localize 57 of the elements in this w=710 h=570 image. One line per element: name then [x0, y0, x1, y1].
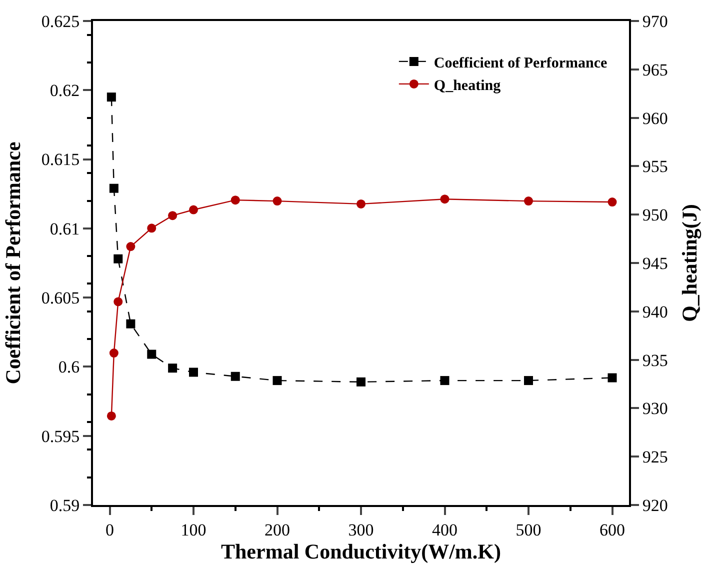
point — [230, 196, 240, 205]
y2-tick-label: 930 — [642, 399, 668, 418]
point — [189, 368, 198, 377]
y2-tick-label: 955 — [642, 157, 668, 176]
point — [272, 376, 282, 386]
point — [109, 184, 118, 193]
y-tick-label: 0.595 — [41, 426, 80, 446]
y2-tick-label: 945 — [642, 254, 668, 273]
point — [147, 224, 156, 233]
point — [106, 411, 116, 420]
y2-tick-label: 940 — [642, 302, 668, 322]
point — [114, 297, 123, 306]
point — [189, 205, 198, 214]
point — [524, 196, 533, 206]
x-tick-label: 400 — [432, 520, 458, 540]
point — [126, 242, 136, 252]
x-tick-label: 600 — [600, 520, 625, 540]
y-tick-label: 0.62 — [50, 81, 80, 100]
y-tick-label: 0.625 — [41, 12, 80, 31]
y-tick-label: 0.615 — [41, 150, 80, 170]
y2-axis-title: Q_heating(J) — [678, 204, 702, 322]
x-tick-label: 500 — [516, 520, 542, 540]
x-tick-label: 200 — [264, 520, 290, 540]
y-tick-label: 0.6 — [58, 358, 80, 377]
y-tick-label: 0.59 — [50, 496, 80, 515]
y2-tick-label: 920 — [642, 496, 668, 515]
y-tick-label: 0.61 — [50, 219, 80, 238]
point — [440, 194, 450, 204]
x-tick-label: 300 — [348, 520, 374, 540]
point — [230, 372, 240, 381]
point — [608, 373, 617, 382]
y-tick-label: 0.605 — [41, 288, 80, 308]
y2-tick-label: 970 — [642, 12, 668, 31]
y2-tick-label: 925 — [642, 448, 668, 467]
y2-tick-label: 935 — [642, 350, 668, 370]
y2-tick-label: 965 — [642, 60, 668, 80]
point — [440, 376, 450, 386]
legend-label: Coefficient of Performance — [434, 55, 608, 72]
point — [356, 199, 366, 208]
legend-label: Q_heating — [434, 78, 502, 94]
y2-tick-label: 950 — [642, 206, 668, 225]
point — [106, 92, 116, 102]
x-tick-label: 100 — [180, 520, 206, 540]
point — [168, 211, 178, 220]
point — [126, 319, 136, 328]
x-axis-title: Thermal Conductivity(W/m.K) — [221, 539, 501, 564]
point — [608, 198, 617, 207]
point — [272, 196, 282, 206]
point — [356, 377, 366, 386]
point — [114, 254, 123, 264]
x-tick-label: 0 — [106, 520, 114, 540]
y-axis-title: Coefficient of Performance — [1, 142, 25, 384]
point — [168, 364, 178, 373]
point — [109, 348, 118, 358]
point — [147, 350, 156, 359]
y2-tick-label: 960 — [642, 108, 668, 128]
point — [524, 376, 533, 386]
